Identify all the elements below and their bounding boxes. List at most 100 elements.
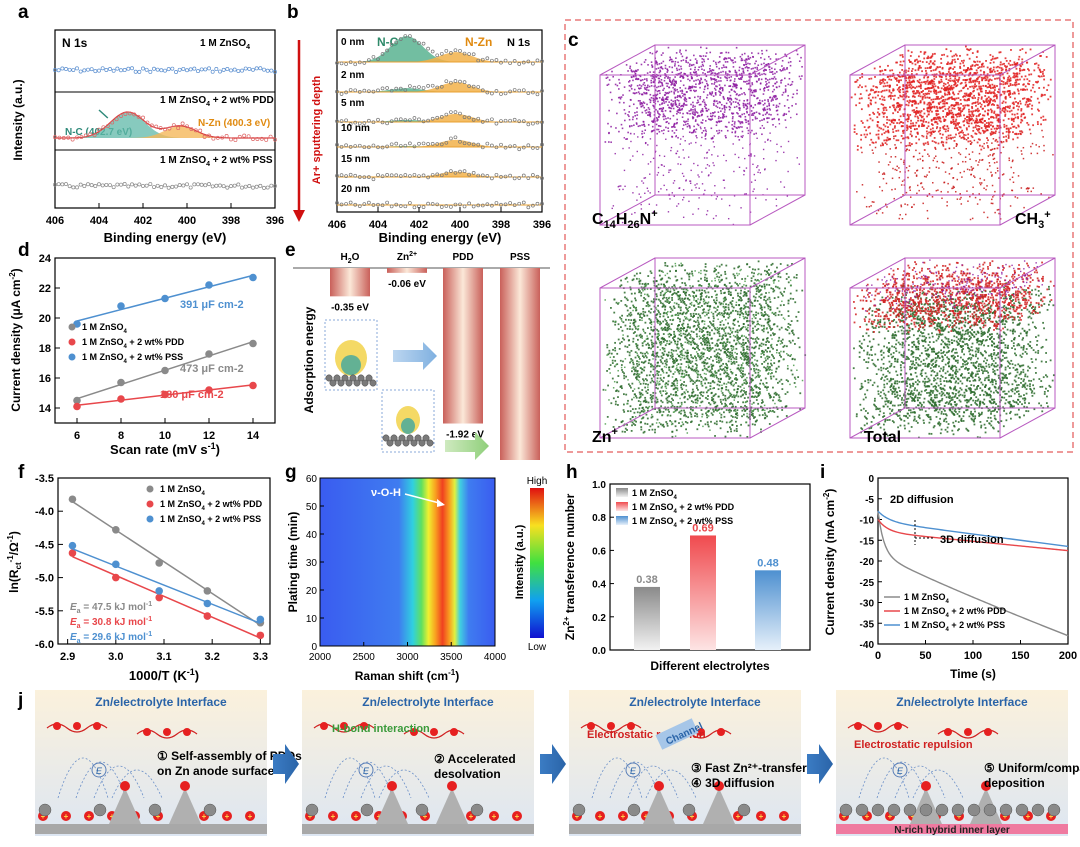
series-line <box>878 511 1068 636</box>
data-point-d <box>117 302 125 310</box>
data-point-a <box>138 70 141 73</box>
chart-i-xlabel: Time (s) <box>950 667 996 681</box>
data-point-b <box>531 62 534 65</box>
data-point-a <box>94 70 97 73</box>
data-point-a <box>64 67 67 70</box>
pdd-cation <box>73 722 81 730</box>
tick-f: -5.5 <box>35 606 54 618</box>
data-point-b <box>509 201 512 204</box>
data-point-b <box>404 174 407 177</box>
chart-h-ylabel: Zn2+ transference number <box>562 493 577 640</box>
data-point-a <box>266 186 269 189</box>
data-point-a <box>68 185 71 188</box>
scheme-title: Zn/electrolyte Interface <box>629 695 761 709</box>
tick-f: 2.9 <box>60 651 75 663</box>
zn-atom <box>738 804 750 816</box>
zn-atom <box>840 804 852 816</box>
zn-atom <box>338 380 344 386</box>
data-point-b <box>340 92 343 95</box>
depth-label: 10 nm <box>341 123 370 134</box>
data-point-f <box>112 574 120 582</box>
data-point-a <box>149 182 152 185</box>
pdd-cation <box>387 781 397 791</box>
data-point-a <box>171 185 174 188</box>
chart-f-xlabel: 1000/T (K-1) <box>129 667 199 683</box>
data-point-a <box>240 69 243 72</box>
data-point-a <box>222 68 225 71</box>
chart-d-xlabel: Scan rate (mV s-1) <box>110 441 220 457</box>
data-point-a <box>262 68 265 71</box>
data-point-a <box>211 70 214 73</box>
data-point-b <box>536 59 539 62</box>
pdd-cation <box>143 728 151 736</box>
data-point-b <box>463 170 466 173</box>
data-point-a <box>141 67 144 70</box>
data-point-b <box>349 173 352 176</box>
data-point-f <box>204 587 212 595</box>
data-point-a <box>97 69 100 72</box>
pdd-cation <box>921 781 931 791</box>
chart-g-ylabel: Plating time (min) <box>286 512 300 613</box>
data-point-a <box>226 186 229 189</box>
pdd-cation <box>964 728 972 736</box>
data-point-a <box>72 186 75 189</box>
data-point-a <box>61 67 64 70</box>
panel-label-f: f <box>18 462 24 484</box>
panel-label-g: g <box>285 462 297 484</box>
zn-atom <box>346 380 352 386</box>
data-point-a <box>244 185 247 188</box>
data-point-a <box>75 186 78 189</box>
panel-label-c: c <box>568 30 579 52</box>
data-point-d <box>205 350 213 358</box>
md-cube <box>600 258 806 438</box>
tick-h: 0.0 <box>592 646 606 657</box>
zn-atom <box>888 804 900 816</box>
data-point-a <box>174 185 177 188</box>
zn-atom <box>936 804 948 816</box>
pdd-cation <box>180 781 190 791</box>
data-point-b <box>367 201 370 204</box>
data-point-b <box>408 142 411 145</box>
data-point-a <box>141 184 144 187</box>
tick-g: 10 <box>306 614 318 625</box>
scheme-text: on Zn anode surface <box>157 764 275 778</box>
data-point-f <box>155 594 163 602</box>
efield-label: E <box>630 766 637 776</box>
chart-b-ylabel: Ar+ sputtering depth <box>311 75 323 184</box>
data-point-a <box>270 69 273 72</box>
data-point-d <box>249 382 257 390</box>
md-cube <box>600 45 805 225</box>
data-point-f <box>112 561 120 569</box>
data-point-a <box>149 70 152 73</box>
tick-i: 0 <box>868 474 874 485</box>
tick-i: -10 <box>860 516 875 527</box>
chart-i-ylabel: Current density (mA cm-2) <box>822 489 837 636</box>
zn-atom <box>1032 804 1044 816</box>
tick-a: 406 <box>46 215 64 227</box>
data-point-a <box>207 183 210 186</box>
tick-i: 200 <box>1059 650 1077 662</box>
data-point-a <box>182 184 185 187</box>
tick-h: 0.6 <box>592 546 606 557</box>
scheme-text: deposition <box>984 776 1045 790</box>
tick-d: 18 <box>39 343 51 355</box>
data-point-b <box>449 137 452 140</box>
tick-f: 3.3 <box>253 651 268 663</box>
data-point-a <box>86 68 89 71</box>
depth-label: 5 nm <box>341 98 364 109</box>
tick-g: 20 <box>306 586 318 597</box>
bar-value: 0.38 <box>636 574 657 586</box>
data-point-a <box>156 68 159 71</box>
scheme-title: Zn/electrolyte Interface <box>896 695 1028 709</box>
data-point-a <box>152 67 155 70</box>
data-point-b <box>454 49 457 52</box>
panel-b: b Ar+ sputtering depth N-C N-Zn N 1s 0 n… <box>285 0 560 250</box>
bar <box>634 587 660 650</box>
tick-d: 14 <box>247 430 260 442</box>
scheme-text: ③ Fast Zn²⁺-transfer <box>691 761 807 775</box>
